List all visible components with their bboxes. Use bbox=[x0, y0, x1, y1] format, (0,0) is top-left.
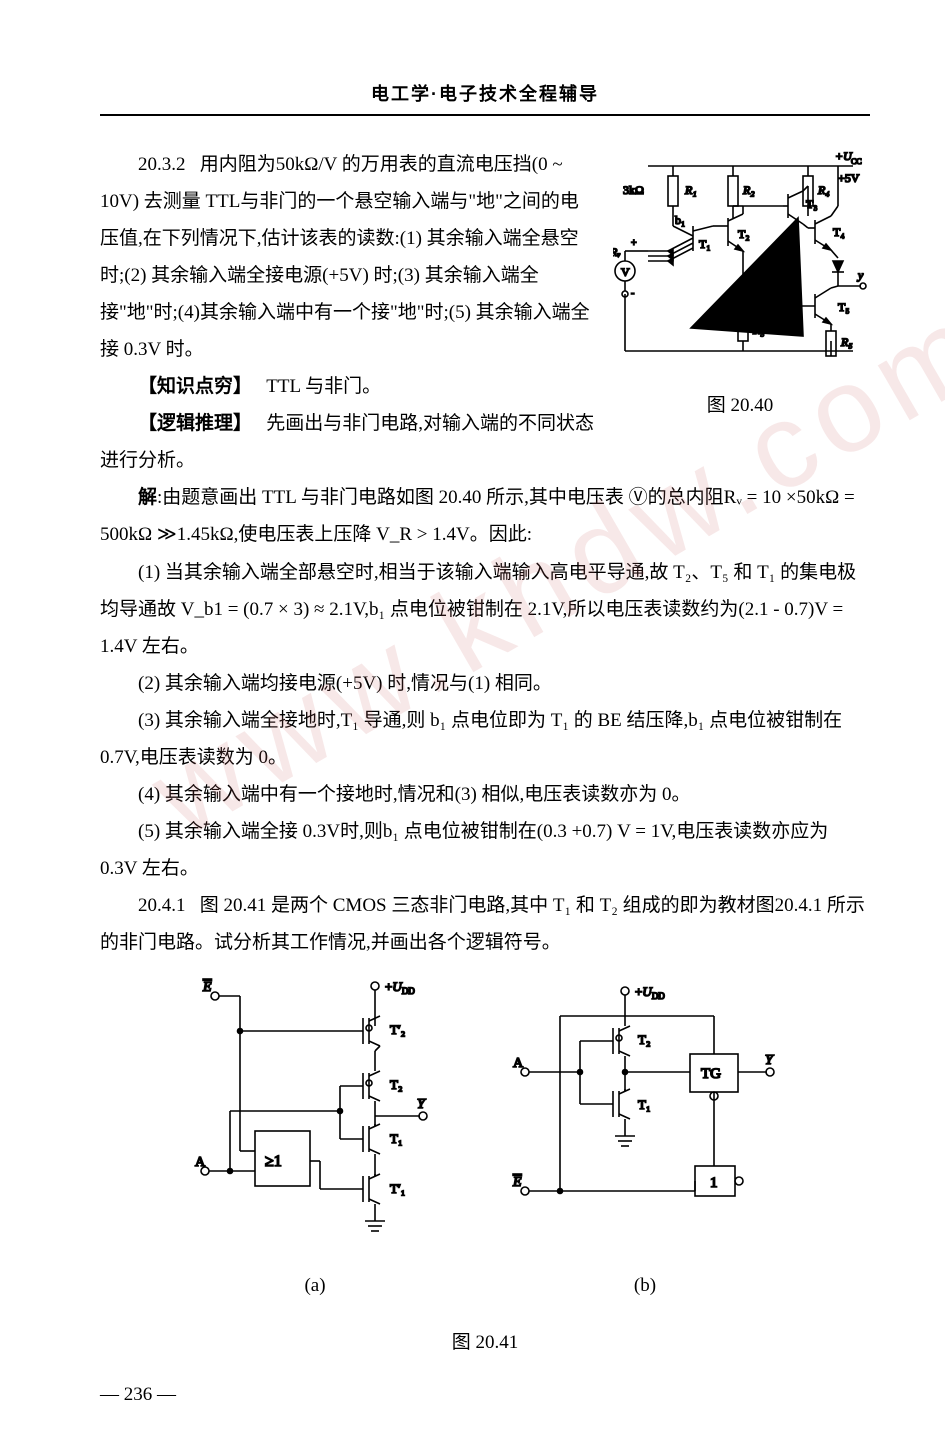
figure-2041a: +UDD T′₂ bbox=[185, 976, 445, 1304]
svg-text:R₃: R₃ bbox=[752, 323, 765, 337]
kp-label: 【知识点穷】 bbox=[138, 376, 252, 397]
figure-2040-caption: 图 20.40 bbox=[610, 387, 870, 424]
prob-2041-q: 图 20.41 是两个 CMOS 三态非门电路,其中 T₁ 和 T₂ 组成的即为… bbox=[100, 895, 865, 953]
a5: (5) 其余输入端全接 0.3V时,则b₁ 点电位被钳制在(0.3 +0.7) … bbox=[100, 813, 870, 887]
circuit-2040-svg: +U CC +5V 3kΩ R₁ R₂ bbox=[613, 146, 868, 366]
svg-text:3kΩ: 3kΩ bbox=[623, 183, 644, 197]
a3: (3) 其余输入端全接地时,T₁ 导通,则 b₁ 点电位即为 T₁ 的 BE 结… bbox=[100, 702, 870, 776]
logic-label: 【逻辑推理】 bbox=[138, 413, 252, 434]
prob-2032-q: 用内阻为50kΩ/V 的万用表的直流电压挡(0 ~ 10V) 去测量 TTL与非… bbox=[100, 154, 590, 360]
svg-text:T₄: T₄ bbox=[833, 225, 845, 239]
page-number: — 236 — bbox=[100, 1376, 870, 1413]
svg-text:T′₁: T′₁ bbox=[390, 1181, 405, 1196]
figure-2041b-caption: (b) bbox=[505, 1267, 785, 1304]
prob-2041-num: 20.4.1 bbox=[138, 895, 186, 916]
figure-2041-caption: 图 20.41 bbox=[100, 1324, 870, 1361]
svg-text:V: V bbox=[621, 265, 630, 279]
svg-text:T₂: T₂ bbox=[390, 1077, 402, 1092]
kp-text: TTL 与非门。 bbox=[266, 376, 381, 397]
svg-text:≥1: ≥1 bbox=[265, 1153, 282, 1170]
figure-2041a-caption: (a) bbox=[185, 1267, 445, 1304]
svg-text:+: + bbox=[631, 238, 637, 249]
svg-text:+5V: +5V bbox=[838, 171, 860, 185]
figure-2041b: +UDD T₂ bbox=[505, 976, 785, 1304]
svg-text:CC: CC bbox=[851, 157, 862, 166]
svg-text:R₁: R₁ bbox=[684, 183, 697, 197]
svg-text:T₂: T₂ bbox=[638, 1032, 650, 1047]
a1: (1) 当其余输入端全部悬空时,相当于该输入端输入高电平导通,故 T₂、T₅ 和… bbox=[100, 554, 870, 665]
svg-text:E: E bbox=[202, 980, 212, 995]
header-rule bbox=[100, 114, 870, 116]
svg-text:E: E bbox=[512, 1175, 522, 1190]
page-header: 电工学·电子技术全程辅导 bbox=[100, 80, 870, 106]
svg-text:A: A bbox=[195, 1155, 206, 1170]
svg-text:R₅: R₅ bbox=[840, 335, 853, 349]
figure-2041: +UDD T′₂ bbox=[100, 976, 870, 1304]
sol-intro: 解:由题意画出 TTL 与非门电路如图 20.40 所示,其中电压表 Ⓥ的总内阻… bbox=[100, 479, 870, 553]
svg-text:1: 1 bbox=[710, 1175, 718, 1191]
svg-text:A: A bbox=[513, 1056, 524, 1071]
sol-label: 解 bbox=[138, 487, 157, 508]
svg-text:+UDD: +UDD bbox=[635, 984, 665, 1001]
svg-text:T₁: T₁ bbox=[699, 237, 711, 251]
figure-2040: +U CC +5V 3kΩ R₁ R₂ bbox=[610, 146, 870, 424]
svg-text:T₁: T₁ bbox=[390, 1131, 402, 1146]
sol-intro-text: :由题意画出 TTL 与非门电路如图 20.40 所示,其中电压表 Ⓥ的总内阻R… bbox=[100, 487, 855, 545]
svg-text:+UDD: +UDD bbox=[385, 979, 415, 996]
svg-text:b₁: b₁ bbox=[675, 213, 685, 227]
content: +U CC +5V 3kΩ R₁ R₂ bbox=[100, 146, 870, 1413]
svg-text:y: y bbox=[857, 268, 864, 282]
svg-text:T₅: T₅ bbox=[838, 300, 850, 314]
circuit-2041a-svg: +UDD T′₂ bbox=[185, 976, 445, 1246]
svg-text:T₁: T₁ bbox=[638, 1097, 650, 1112]
svg-text:Rᵥ: Rᵥ bbox=[613, 245, 621, 259]
svg-text:R₂: R₂ bbox=[742, 183, 755, 197]
svg-text:Y: Y bbox=[765, 1053, 775, 1068]
svg-text:-: - bbox=[631, 288, 634, 299]
a2: (2) 其余输入端均接电源(+5V) 时,情况与(1) 相同。 bbox=[100, 665, 870, 702]
prob-2032-num: 20.3.2 bbox=[138, 154, 186, 175]
svg-text:Y: Y bbox=[417, 1097, 427, 1112]
svg-text:TG: TG bbox=[701, 1066, 721, 1082]
a4: (4) 其余输入端中有一个接地时,情况和(3) 相似,电压表读数亦为 0。 bbox=[100, 776, 870, 813]
circuit-2041b-svg: +UDD T₂ bbox=[505, 976, 785, 1246]
prob-2041: 20.4.1 图 20.41 是两个 CMOS 三态非门电路,其中 T₁ 和 T… bbox=[100, 887, 870, 961]
svg-text:R₄: R₄ bbox=[817, 183, 830, 197]
svg-text:T₂: T₂ bbox=[738, 227, 750, 241]
svg-text:T′₂: T′₂ bbox=[390, 1022, 405, 1037]
